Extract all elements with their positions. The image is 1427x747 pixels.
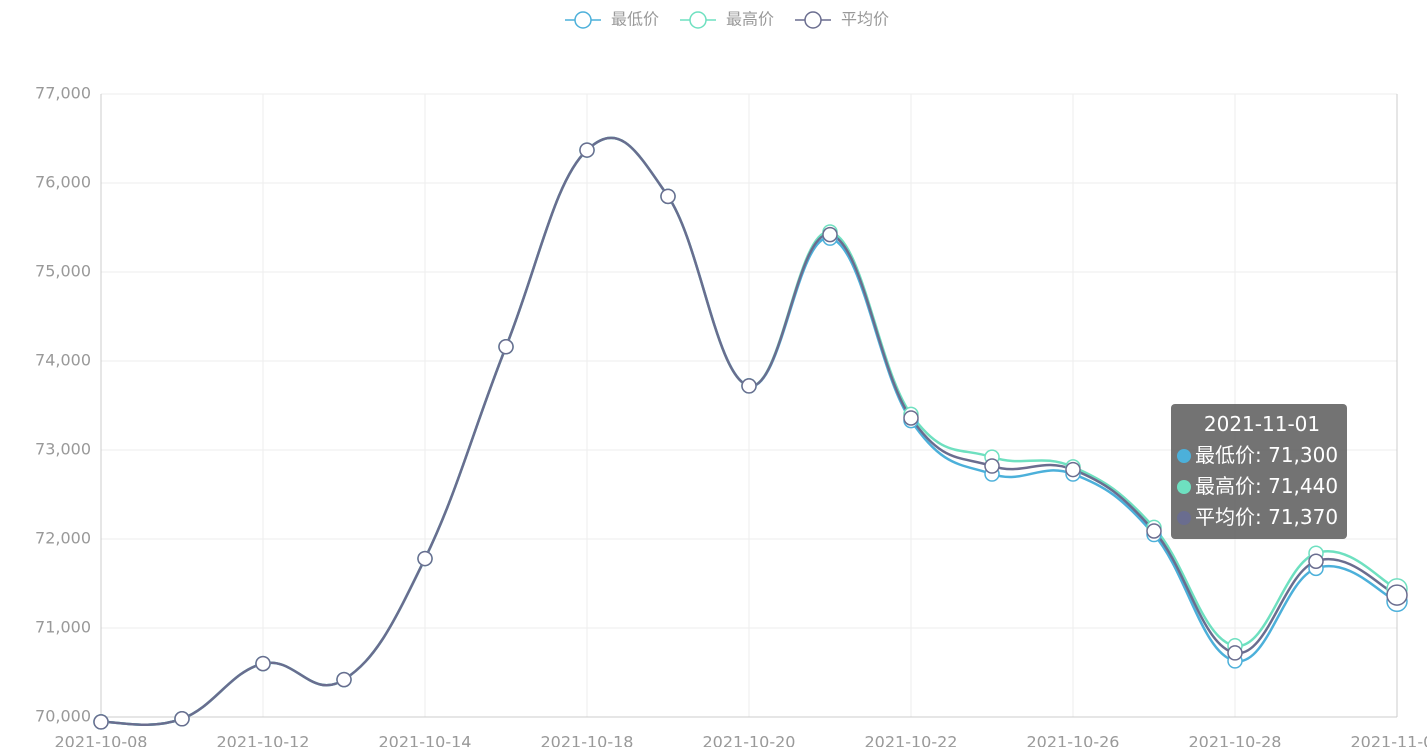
y-tick-label: 77,000: [35, 84, 91, 103]
legend-symbol: [804, 11, 822, 29]
tooltip-separator: :: [1255, 474, 1269, 498]
point: [1146, 523, 1162, 539]
point: [1386, 584, 1408, 606]
tooltip-name: 最高价: [1195, 474, 1255, 498]
x-tick-label: 2021-10-28: [1189, 733, 1282, 747]
legend-label: 最高价: [726, 10, 774, 29]
y-tick-label: 73,000: [35, 440, 91, 459]
x-tick-label: 2021-10-20: [703, 733, 796, 747]
tooltip-row: 平均价: 71,370: [1177, 502, 1347, 533]
legend-symbol: [689, 11, 707, 29]
legend-symbol: [574, 11, 592, 29]
legend-label: 最低价: [611, 10, 659, 29]
tooltip-value: 71,370: [1268, 505, 1339, 529]
tooltip: 2021-11-01 最低价: 71,300 最高价: 71,440 平均价: 71…: [1171, 404, 1347, 539]
x-tick-label: 2021-10-18: [541, 733, 634, 747]
point: [984, 458, 1000, 474]
point: [579, 142, 595, 158]
point: [93, 714, 109, 730]
point: [660, 188, 676, 205]
tooltip-dot: [1177, 449, 1191, 463]
point: [174, 711, 190, 727]
point: [255, 655, 271, 672]
y-tick-label: 72,000: [35, 529, 91, 548]
x-tick-label: 2021-11-01: [1351, 733, 1427, 747]
point: [1227, 645, 1243, 661]
point: [498, 339, 514, 355]
point: [336, 671, 352, 688]
point: [822, 226, 838, 243]
point: [1065, 461, 1081, 478]
tooltip-row: 最低价: 71,300: [1177, 440, 1347, 471]
tooltip-name: 平均价: [1195, 505, 1255, 529]
x-tick-label: 2021-10-22: [865, 733, 958, 747]
y-tick-label: 71,000: [35, 618, 91, 637]
x-tick-label: 2021-10-12: [217, 733, 310, 747]
tooltip-dot: [1177, 511, 1191, 525]
point: [1308, 553, 1324, 569]
y-tick-label: 74,000: [35, 351, 91, 370]
point: [903, 410, 919, 426]
x-tick-label: 2021-10-08: [55, 733, 148, 747]
tooltip-value: 71,440: [1268, 474, 1339, 498]
tooltip-name: 最低价: [1195, 443, 1255, 467]
tooltip-separator: :: [1255, 505, 1269, 529]
y-tick-label: 76,000: [35, 173, 91, 192]
legend-label: 平均价: [841, 10, 889, 29]
x-tick-label: 2021-10-26: [1027, 733, 1120, 747]
tooltip-row: 最高价: 71,440: [1177, 471, 1347, 502]
x-tick-label: 2021-10-14: [379, 733, 472, 747]
y-tick-label: 75,000: [35, 262, 91, 281]
tooltip-title: 2021-11-01: [1203, 412, 1321, 436]
point: [417, 550, 433, 567]
tooltip-value: 71,300: [1268, 443, 1339, 467]
tooltip-separator: :: [1255, 443, 1269, 467]
point: [741, 378, 757, 394]
y-tick-label: 70,000: [35, 707, 91, 726]
tooltip-dot: [1177, 480, 1191, 494]
